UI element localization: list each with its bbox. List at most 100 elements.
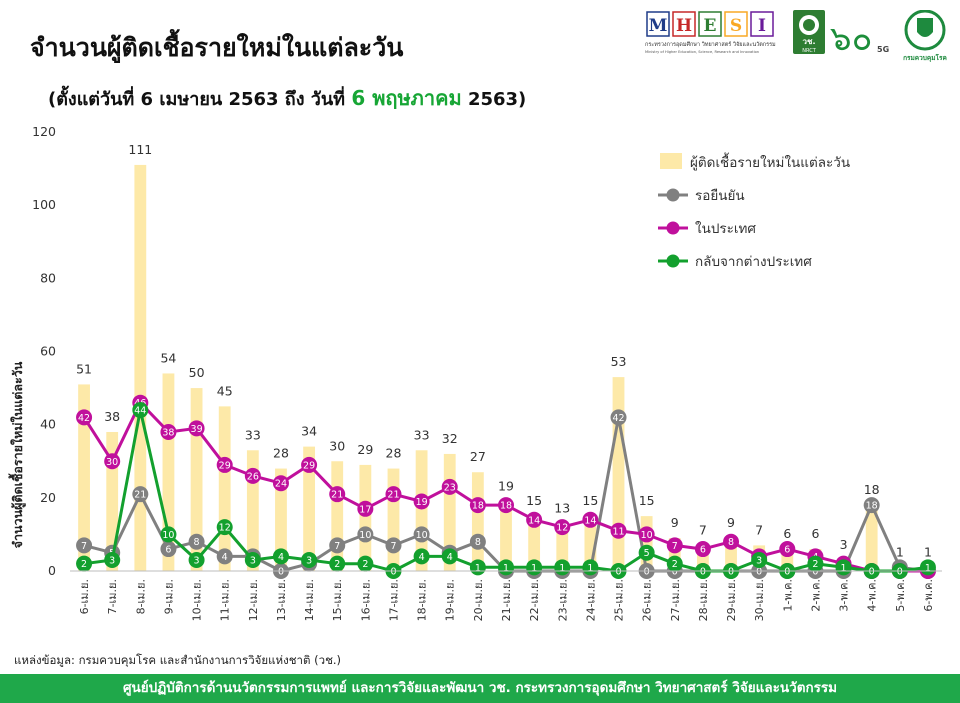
bar-value-label: 30 — [329, 438, 345, 453]
legend-label: กลับจากต่างประเทศ — [695, 254, 812, 270]
data-point-label: 1 — [503, 563, 509, 574]
data-point — [666, 555, 683, 572]
data-point-label: 1 — [587, 563, 593, 574]
mhesi-letter-box — [646, 11, 670, 37]
data-point-label: 0 — [672, 567, 678, 578]
mhesi-letter-box — [724, 11, 748, 37]
bar — [443, 453, 456, 571]
data-point-label: 4 — [278, 552, 284, 563]
data-point — [413, 526, 430, 543]
bar-value-label: 50 — [189, 365, 205, 380]
bar-value-label: 111 — [128, 142, 152, 157]
data-point-label: 0 — [615, 567, 621, 578]
anniversary-mark: ๖๐ — [830, 19, 872, 59]
legend-swatch — [660, 153, 682, 169]
x-tick-label: 11-เม.ย. — [219, 579, 232, 621]
data-point-label: 0 — [728, 567, 734, 578]
subtitle-suffix: 2563) — [467, 89, 527, 110]
data-point-label: 1 — [531, 563, 537, 574]
data-point-label: 0 — [869, 567, 875, 578]
x-tick-label: 18-เม.ย. — [416, 579, 429, 621]
bar-value-label: 53 — [611, 354, 627, 369]
data-point-label: 14 — [584, 515, 596, 526]
data-point-label: 0 — [784, 567, 790, 578]
x-tick-label: 5-พ.ค. — [894, 579, 907, 612]
bar-value-label: 7 — [699, 522, 707, 537]
nrct-logo: วช. NRCT — [793, 10, 825, 54]
data-point-label: 19 — [416, 497, 428, 508]
bar-value-label: 28 — [273, 446, 289, 461]
data-point-label: 21 — [387, 490, 399, 501]
data-point — [469, 497, 486, 514]
data-point-label: 21 — [331, 490, 343, 501]
legend-swatch-marker — [666, 188, 680, 202]
data-point — [104, 453, 121, 470]
data-point — [188, 552, 205, 569]
ddc-name: กรมควบคุมโรค — [903, 53, 947, 62]
ddc-logo: กรมควบคุมโรค — [903, 10, 947, 62]
legend-swatch-marker — [666, 221, 680, 235]
bar — [190, 388, 203, 571]
data-point-label: 24 — [275, 479, 287, 490]
data-point — [441, 478, 458, 495]
data-point-label: 6 — [784, 545, 790, 556]
data-point — [329, 555, 346, 572]
bar-value-label: 18 — [864, 482, 880, 497]
data-point-label: 3 — [306, 556, 312, 567]
data-point-label: 42 — [612, 413, 624, 424]
x-tick-label: 26-เม.ย. — [641, 579, 654, 621]
bar — [696, 545, 709, 571]
legend-item: ในประเทศ — [658, 220, 756, 237]
data-point — [469, 533, 486, 550]
y-tick-label: 60 — [40, 344, 56, 359]
data-point-label: 0 — [897, 567, 903, 578]
data-point — [751, 552, 768, 569]
bar — [612, 377, 625, 571]
mhesi-thai-name: กระทรวงการอุดมศึกษา วิทยาศาสตร์ วิจัยและ… — [645, 41, 776, 48]
data-point-label: 29 — [303, 460, 315, 471]
mhesi-letter: I — [758, 16, 766, 36]
bar — [640, 516, 653, 571]
data-point — [272, 475, 289, 492]
data-point-label: 17 — [359, 504, 371, 515]
nrct-english: NRCT — [802, 48, 816, 54]
x-tick-label: 20-เม.ย. — [472, 579, 485, 621]
data-point-label: 7 — [390, 541, 396, 552]
data-point-label: 39 — [191, 424, 203, 435]
legend-item: รอยืนยัน — [658, 188, 745, 204]
x-tick-label: 29-เม.ย. — [725, 579, 738, 621]
bar — [556, 523, 569, 571]
bar — [415, 450, 428, 571]
mhesi-letter-box — [750, 11, 774, 37]
bar — [528, 516, 541, 571]
bar-value-label: 34 — [301, 424, 317, 439]
bar-value-label: 19 — [498, 478, 514, 493]
data-point — [216, 456, 233, 473]
data-point-label: 23 — [444, 482, 456, 493]
data-point-label: 0 — [700, 567, 706, 578]
data-point-label: 4 — [419, 552, 425, 563]
anniversary-logo: ๖๐ 5G — [830, 19, 889, 59]
x-tick-label: 16-เม.ย. — [359, 579, 372, 621]
bar-value-label: 28 — [386, 446, 402, 461]
x-tick-label: 27-เม.ย. — [669, 579, 682, 621]
data-point-label: 10 — [359, 530, 371, 541]
bar-value-label: 7 — [755, 522, 763, 537]
y-tick-label: 80 — [40, 270, 56, 285]
data-point — [526, 511, 543, 528]
bar — [303, 446, 316, 571]
anniversary-tag: 5G — [877, 45, 889, 54]
data-point-label: 18 — [866, 501, 878, 512]
data-point — [76, 555, 93, 572]
data-point-label: 44 — [134, 406, 146, 417]
legend-swatch-marker — [666, 254, 680, 268]
mhesi-letter: H — [676, 16, 692, 36]
nrct-label: วช. — [803, 37, 816, 46]
data-point-label: 7 — [672, 541, 678, 552]
bar — [668, 538, 681, 571]
bar-value-label: 1 — [924, 544, 932, 559]
x-tick-label: 28-เม.ย. — [697, 579, 710, 621]
y-axis-label: จำนวนผู้ติดเชื้อรายใหม่ในแต่ละวัน — [8, 361, 26, 548]
